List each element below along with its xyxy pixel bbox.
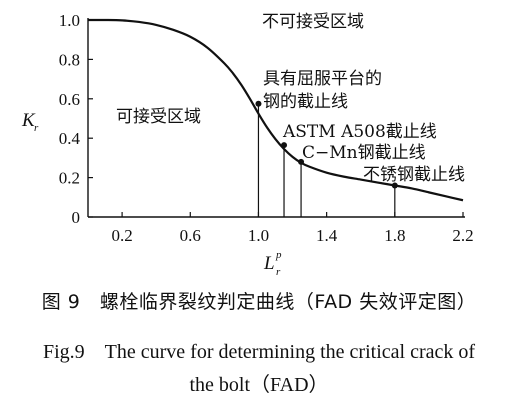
y-tick-label: 0.4 <box>59 129 81 148</box>
caption-chinese: 图 9 螺栓临界裂纹判定曲线（FAD 失效评定图） <box>41 291 477 313</box>
fad-curve <box>87 18 464 202</box>
y-tick-label: 0.8 <box>59 50 80 69</box>
annotation-acceptable-region: 可接受区域 <box>116 107 201 127</box>
x-tick-label: 0.6 <box>180 226 201 245</box>
curve-layer <box>87 18 464 202</box>
x-axis-label-sup: p <box>275 249 282 261</box>
fad-chart: 0 0.2 0.4 0.6 0.8 1.0 0.2 0.6 1.0 1.4 1.8 2.2 K r L… <box>21 11 474 278</box>
annotation-yield-plateau-line1: 具有屈服平台的 <box>263 69 382 89</box>
caption-english-line2: the bolt（FAD） <box>189 374 329 396</box>
x-tick-label: 1.8 <box>384 226 405 245</box>
y-axis-label: K <box>21 110 36 131</box>
cutoff-point <box>281 142 288 149</box>
annotation-unacceptable-region: 不可接受区域 <box>262 12 364 32</box>
y-tick-label: 0.6 <box>59 90 80 109</box>
annotation-c-mn: C−Mn钢截止线 <box>302 143 426 163</box>
x-axis-label: L <box>263 253 275 274</box>
y-tick-label: 1.0 <box>59 11 80 30</box>
annotation-stainless: 不锈钢截止线 <box>363 165 465 185</box>
cutoff-layer <box>255 100 398 217</box>
caption-english-line1: Fig.9 The curve for determining the crit… <box>42 341 476 363</box>
cutoff-point <box>298 158 305 165</box>
y-tick-label: 0 <box>72 208 81 227</box>
x-tick-label: 1.4 <box>316 226 338 245</box>
annotation-yield-plateau-line2: 钢的截止线 <box>263 92 348 112</box>
chart-axes <box>87 18 465 218</box>
cutoff-point <box>391 182 398 189</box>
x-tick-label: 0.2 <box>111 226 132 245</box>
x-axis-label-sub: r <box>276 266 281 278</box>
x-tick-label: 1.0 <box>248 226 269 245</box>
x-tick-label: 2.2 <box>452 226 473 245</box>
y-tick-label: 0.2 <box>59 169 80 188</box>
ticks-layer: 0 0.2 0.4 0.6 0.8 1.0 0.2 0.6 1.0 1.4 1.8 2.2 <box>59 11 474 245</box>
cutoff-point <box>255 100 262 107</box>
annotation-astm-a508: ASTM A508截止线 <box>282 122 437 142</box>
y-axis-label-sub: r <box>34 122 39 134</box>
